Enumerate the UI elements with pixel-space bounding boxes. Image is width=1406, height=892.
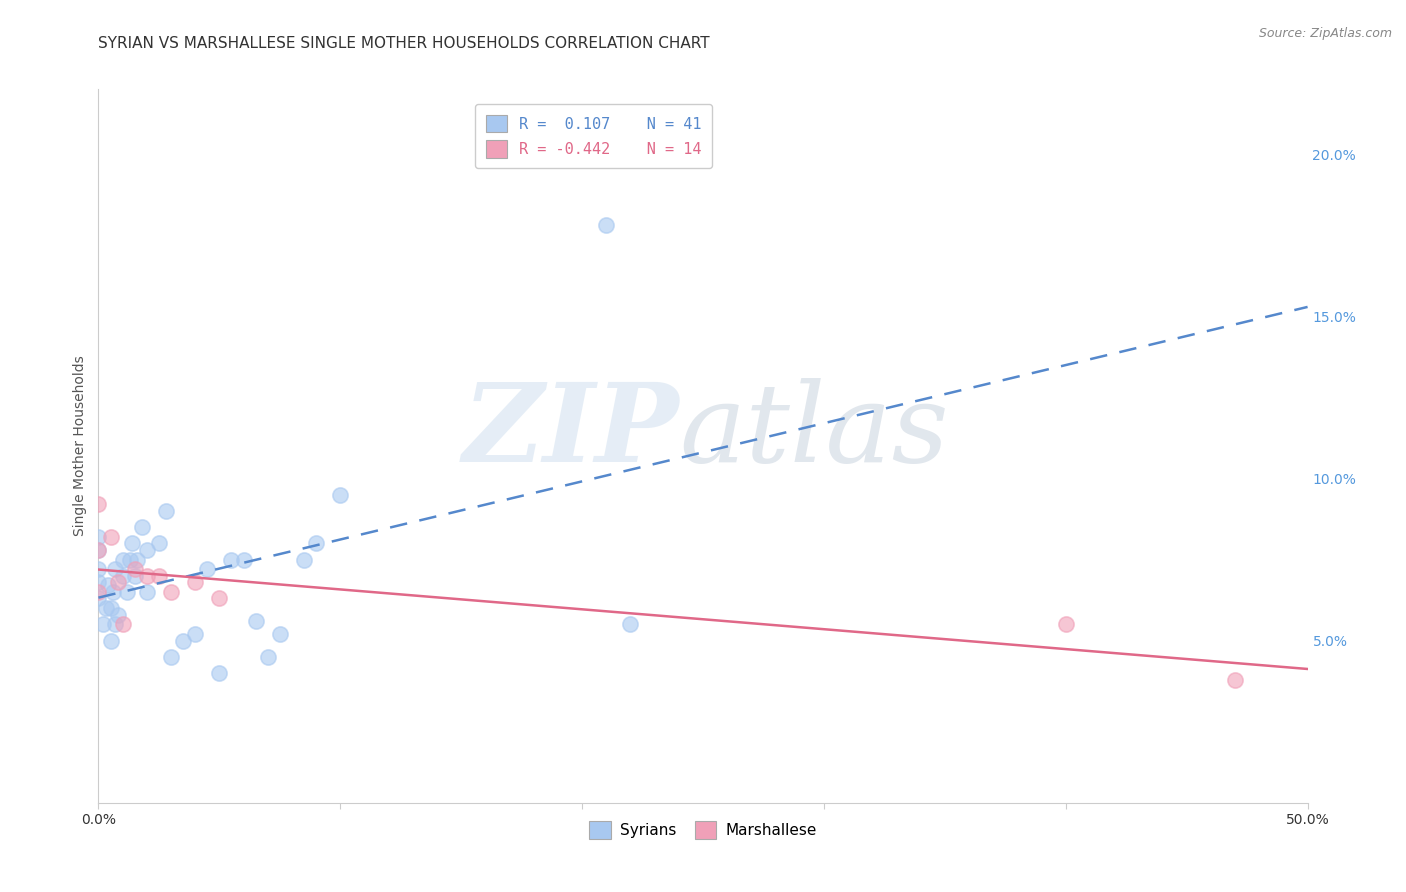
Point — [100, 601, 122, 615]
Point — [100, 530, 122, 544]
Text: ZIP: ZIP — [463, 378, 679, 485]
Point — [97, 578, 120, 592]
Point — [1223, 673, 1246, 687]
Point — [160, 649, 183, 664]
Point — [148, 536, 170, 550]
Point — [155, 504, 177, 518]
Point — [292, 552, 315, 566]
Point — [94, 601, 117, 615]
Point — [208, 591, 231, 606]
Point — [221, 552, 243, 566]
Point — [135, 568, 157, 582]
Point — [111, 552, 134, 566]
Point — [184, 627, 207, 641]
Text: atlas: atlas — [679, 378, 949, 485]
Point — [305, 536, 328, 550]
Point — [107, 575, 129, 590]
Point — [135, 585, 157, 599]
Point — [208, 666, 231, 681]
Point — [104, 617, 127, 632]
Point — [160, 585, 183, 599]
Text: Source: ZipAtlas.com: Source: ZipAtlas.com — [1258, 27, 1392, 40]
Point — [135, 542, 157, 557]
Point — [117, 585, 139, 599]
Point — [131, 520, 153, 534]
Point — [124, 562, 146, 576]
Point — [619, 617, 641, 632]
Point — [104, 562, 127, 576]
Point — [87, 542, 110, 557]
Point — [127, 552, 149, 566]
Point — [118, 552, 141, 566]
Point — [269, 627, 291, 641]
Point — [148, 568, 170, 582]
Point — [87, 585, 110, 599]
Point — [107, 607, 129, 622]
Point — [87, 591, 110, 606]
Point — [232, 552, 254, 566]
Point — [87, 497, 110, 511]
Point — [329, 488, 352, 502]
Point — [195, 562, 218, 576]
Point — [121, 536, 143, 550]
Point — [1054, 617, 1077, 632]
Point — [595, 219, 617, 233]
Point — [184, 575, 207, 590]
Point — [172, 633, 194, 648]
Point — [87, 562, 110, 576]
Point — [111, 617, 134, 632]
Point — [245, 614, 267, 628]
Point — [100, 633, 122, 648]
Point — [256, 649, 278, 664]
Point — [87, 575, 110, 590]
Legend: Syrians, Marshallese: Syrians, Marshallese — [583, 815, 823, 845]
Point — [101, 585, 124, 599]
Point — [111, 568, 134, 582]
Text: SYRIAN VS MARSHALLESE SINGLE MOTHER HOUSEHOLDS CORRELATION CHART: SYRIAN VS MARSHALLESE SINGLE MOTHER HOUS… — [98, 36, 710, 51]
Point — [91, 617, 114, 632]
Point — [87, 542, 110, 557]
Point — [87, 530, 110, 544]
Point — [124, 568, 146, 582]
Y-axis label: Single Mother Households: Single Mother Households — [73, 356, 87, 536]
